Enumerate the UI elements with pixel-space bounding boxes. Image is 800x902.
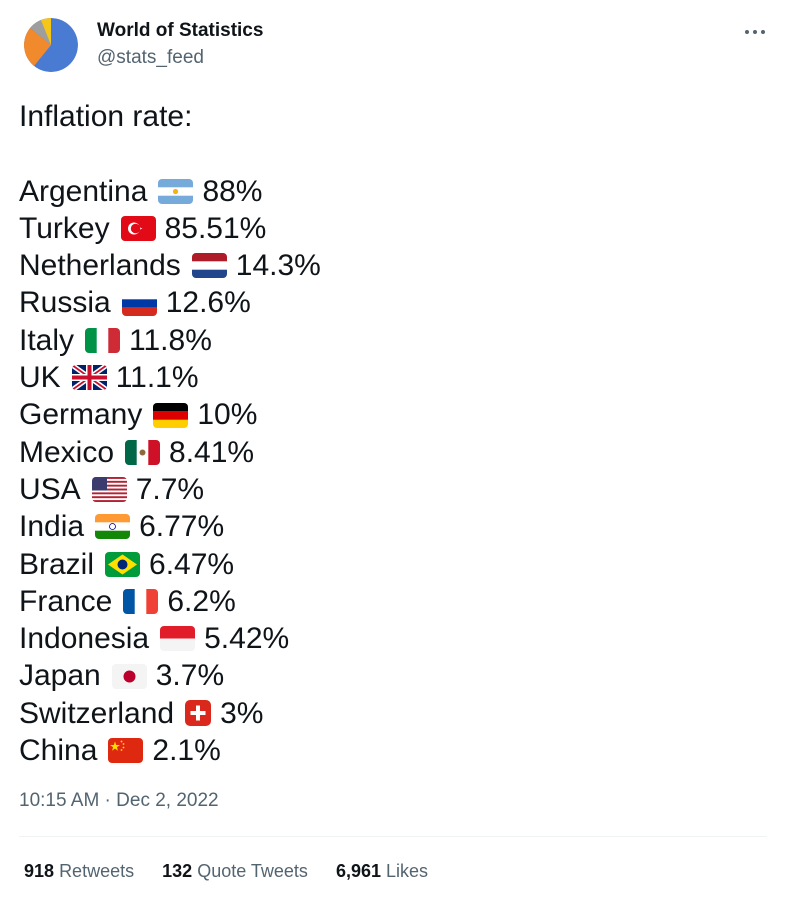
country-name: Italy [19,323,75,357]
inflation-rate: 6.77% [139,510,225,544]
likes-count: 6,961 [335,861,381,881]
mexico-flag-icon [125,439,161,465]
country-name: Switzerland [19,696,175,730]
country-name: Indonesia [19,622,150,656]
indonesia-flag-icon [160,626,196,652]
country-name: Russia [19,286,111,320]
retweets-count: 918 [24,861,55,881]
usa-flag-icon [91,477,127,503]
list-item: Argentina 88% [19,173,321,210]
pie-logo-icon [24,18,78,72]
list-item: Italy 11.8% [19,322,321,359]
country-name: USA [19,472,81,506]
more-horizontal-icon [745,30,749,34]
inflation-rate: 88% [202,174,263,208]
more-dot [761,30,765,34]
inflation-rate: 14.3% [235,249,321,283]
china-flag-icon [108,738,144,764]
retweets-label: Retweets [59,861,135,881]
list-item: Japan 3.7% [19,657,321,694]
inflation-rate: 6.47% [149,547,235,581]
display-name[interactable]: World of Statistics [97,20,264,41]
inflation-rate: 11.8% [129,323,212,357]
country-name: France [19,584,113,618]
divider [19,836,767,837]
list-item: India 6.77% [19,508,321,545]
quote-tweets-label: Quote Tweets [197,861,308,881]
list-item: USA 7.7% [19,471,321,508]
france-flag-icon [123,589,159,614]
list-item: Brazil 6.47% [19,546,321,583]
list-item: UK 11.1% [19,359,321,396]
list-item: Mexico 8.41% [19,434,321,471]
inflation-rate: 6.2% [167,584,236,618]
country-name: Brazil [19,547,95,581]
inflation-list: Argentina 88% Turkey 85.51% Netherlands 14.3%… [19,173,321,770]
inflation-rate: 7.7% [135,472,205,506]
switzerland-flag-icon [185,700,212,727]
uk-flag-icon [71,365,107,391]
list-item: France 6.2% [19,583,321,620]
country-name: India [19,510,85,544]
turkey-flag-icon [120,216,156,242]
argentina-flag-icon [158,178,194,204]
brazil-flag-icon [105,551,141,577]
inflation-rate: 12.6% [165,286,251,320]
quote-tweets-count: 132 [162,861,193,881]
tweet-heading: Inflation rate: [19,100,193,133]
country-name: Netherlands [19,249,181,283]
inflation-rate: 10% [197,398,258,432]
retweets-stat[interactable]: 918 Retweets [24,861,134,882]
engagement-stats: 918 Retweets 132 Quote Tweets 6,961 Like… [24,861,451,882]
more-options-button[interactable] [740,18,770,44]
user-handle[interactable]: @stats_feed [97,47,204,68]
germany-flag-icon [153,402,189,428]
inflation-rate: 8.41% [169,435,255,469]
likes-label: Likes [386,861,429,881]
list-item: China 2.1% [19,732,321,769]
inflation-rate: 2.1% [152,734,221,768]
inflation-rate: 11.1% [115,361,199,395]
more-dot [753,30,757,34]
country-name: Germany [19,398,143,432]
quote-tweets-stat[interactable]: 132 Quote Tweets [162,861,308,882]
list-item: Russia 12.6% [19,284,321,321]
japan-flag-icon [111,663,147,689]
country-name: China [19,734,98,768]
likes-stat[interactable]: 6,961 Likes [336,861,428,882]
india-flag-icon [95,514,131,540]
avatar[interactable] [24,18,78,72]
list-item: Switzerland 3% [19,695,321,732]
russia-flag-icon [121,290,157,316]
list-item: Netherlands 14.3% [19,247,321,284]
netherlands-flag-icon [191,253,227,279]
country-name: UK [19,361,61,395]
inflation-rate: 3% [220,696,264,730]
italy-flag-icon [85,327,121,353]
tweet-text: Inflation rate: Argentina 88% Turkey 85.51%… [19,98,321,769]
country-name: Argentina [19,174,148,208]
country-name: Japan [19,659,101,693]
list-item: Turkey 85.51% [19,210,321,247]
tweet-timestamp[interactable]: 10:15 AM · Dec 2, 2022 [19,790,219,811]
list-item: Germany 10% [19,396,321,433]
inflation-rate: 85.51% [164,211,267,245]
country-name: Mexico [19,435,115,469]
inflation-rate: 5.42% [204,622,290,656]
inflation-rate: 3.7% [155,659,225,693]
country-name: Turkey [19,211,110,245]
list-item: Indonesia 5.42% [19,620,321,657]
